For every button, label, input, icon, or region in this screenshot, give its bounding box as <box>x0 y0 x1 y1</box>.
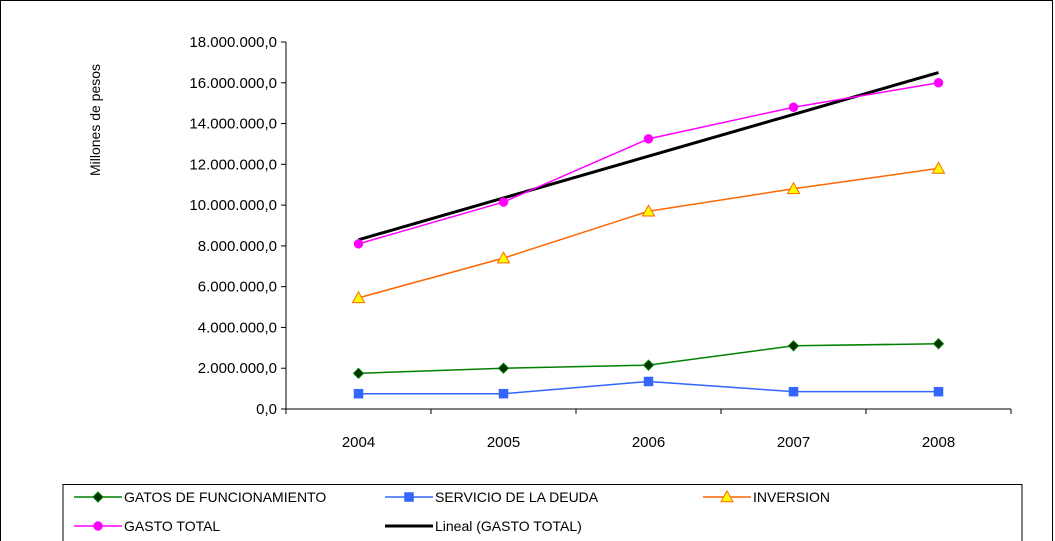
data-point <box>788 386 799 397</box>
data-point <box>786 181 801 195</box>
data-point <box>642 359 655 371</box>
legend-swatch-marker <box>93 521 103 531</box>
data-point <box>498 197 509 207</box>
legend-item: Lineal (GASTO TOTAL) <box>385 518 582 534</box>
series-group <box>351 71 946 399</box>
x-tick-label: 2004 <box>342 434 375 451</box>
x-tick-label: 2007 <box>777 434 810 451</box>
data-point <box>931 161 946 174</box>
y-tick-label: 16.000.000,0 <box>189 75 277 92</box>
legend-label: INVERSION <box>753 489 830 505</box>
y-axis-label-group: Millones de pesos <box>87 64 103 176</box>
series-gatos-de-funcionamiento <box>352 338 945 380</box>
legend-label: GATOS DE FUNCIONAMIENTO <box>124 489 326 505</box>
y-tick-label: 12.000.000,0 <box>189 156 277 173</box>
legend-label: GASTO TOTAL <box>124 518 220 534</box>
legend-item: GASTO TOTAL <box>74 518 220 534</box>
legend-item: GATOS DE FUNCIONAMIENTO <box>74 489 326 505</box>
series-line <box>358 82 939 245</box>
data-point <box>352 367 365 380</box>
y-tick-label: 18.000.000,0 <box>189 34 277 51</box>
x-tick-label: 2005 <box>487 434 520 451</box>
data-point <box>643 134 654 144</box>
y-tick-label: 4.000.000,0 <box>198 319 277 336</box>
data-point <box>498 388 509 399</box>
series-servicio-de-la-deuda <box>353 376 944 399</box>
data-point <box>788 102 799 112</box>
series-gasto-total <box>353 78 944 249</box>
legend-label: SERVICIO DE LA DEUDA <box>435 489 599 505</box>
legend-box <box>62 484 1023 541</box>
series-lineal-gasto-total <box>358 71 939 242</box>
y-tick-label: 8.000.000,0 <box>198 238 277 255</box>
legend-label: Lineal (GASTO TOTAL) <box>435 518 582 534</box>
series-line <box>358 71 939 242</box>
data-point <box>353 239 364 249</box>
data-point <box>353 388 364 399</box>
x-ticks: 2004 2005 2006 2007 2008 <box>285 409 1012 451</box>
data-point <box>643 376 654 387</box>
data-point <box>787 340 800 352</box>
legend-swatch-marker <box>720 489 734 503</box>
y-axis-label: Millones de pesos <box>87 64 103 176</box>
legend-swatch-marker <box>92 491 104 503</box>
x-tick-label: 2006 <box>632 434 665 451</box>
legend-swatch-marker <box>404 492 414 502</box>
y-tick-label: 2.000.000,0 <box>198 360 277 377</box>
y-tick-label: 6.000.000,0 <box>198 279 277 296</box>
data-point <box>933 78 944 88</box>
y-ticks: 0,0 2.000.000,0 4.000.000,0 6.000.000,0 8.00… <box>189 34 286 418</box>
x-tick-label: 2008 <box>922 434 955 451</box>
y-tick-label: 0,0 <box>256 401 277 418</box>
legend-item: INVERSION <box>703 489 830 505</box>
series-inversion <box>351 161 946 304</box>
data-point <box>351 290 366 304</box>
data-point <box>496 251 511 264</box>
y-tick-label: 14.000.000,0 <box>189 116 277 133</box>
axes <box>285 42 1011 410</box>
data-point <box>497 362 510 374</box>
series-line <box>358 167 939 299</box>
data-point <box>932 338 945 350</box>
legend-item: SERVICIO DE LA DEUDA <box>385 489 599 505</box>
data-point <box>933 386 944 397</box>
data-point <box>641 204 656 217</box>
legend: GATOS DE FUNCIONAMIENTO SERVICIO DE LA DE… <box>62 484 1023 541</box>
y-tick-label: 10.000.000,0 <box>189 197 277 214</box>
